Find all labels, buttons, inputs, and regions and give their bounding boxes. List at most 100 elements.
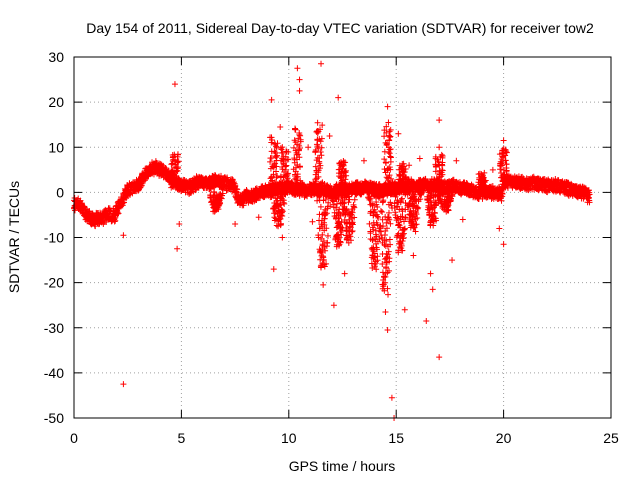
- data-point: [386, 236, 393, 243]
- data-point: [351, 196, 358, 203]
- data-point: [268, 148, 275, 155]
- data-point: [279, 234, 286, 241]
- data-point: [387, 186, 394, 193]
- data-point: [370, 248, 377, 255]
- data-point: [365, 194, 372, 201]
- data-point: [314, 143, 321, 150]
- data-point: [400, 226, 407, 233]
- x-tick-label: 15: [388, 430, 404, 446]
- data-point: [318, 144, 325, 151]
- data-point: [381, 241, 388, 248]
- data-point: [400, 235, 407, 242]
- data-point: [281, 200, 288, 207]
- data-point: [279, 183, 286, 190]
- data-point: [399, 208, 406, 215]
- data-point: [277, 145, 284, 152]
- data-point: [315, 183, 322, 190]
- data-point: [314, 184, 321, 191]
- data-point: [382, 273, 389, 280]
- data-point: [323, 243, 330, 250]
- data-point: [384, 254, 391, 261]
- data-point: [435, 186, 442, 193]
- data-point: [383, 188, 390, 195]
- chart-title: Day 154 of 2011, Sidereal Day-to-day VTE…: [86, 20, 594, 36]
- data-point: [314, 119, 321, 126]
- data-point: [402, 214, 409, 221]
- data-point: [367, 208, 374, 215]
- data-point: [234, 186, 241, 193]
- data-point: [319, 217, 326, 224]
- data-points: [71, 60, 593, 421]
- data-point: [366, 196, 373, 203]
- data-point: [384, 327, 391, 334]
- data-point: [278, 195, 285, 202]
- data-point: [275, 223, 282, 230]
- data-point: [380, 223, 387, 230]
- data-point: [321, 190, 328, 197]
- data-point: [459, 216, 466, 223]
- data-point: [381, 156, 388, 163]
- data-point: [279, 149, 286, 156]
- data-point: [392, 193, 399, 200]
- data-point: [273, 222, 280, 229]
- data-point: [385, 201, 392, 208]
- x-tick-label: 0: [70, 430, 78, 446]
- data-point: [379, 189, 386, 196]
- data-point: [255, 214, 262, 221]
- y-tick-label: -10: [44, 230, 64, 246]
- data-point: [352, 191, 359, 198]
- data-point: [397, 198, 404, 205]
- data-point: [279, 144, 286, 151]
- data-point: [386, 164, 393, 171]
- data-point: [338, 179, 345, 186]
- data-point: [380, 277, 387, 284]
- data-point: [421, 177, 428, 184]
- data-point: [138, 182, 145, 189]
- data-point: [372, 260, 379, 267]
- data-point: [270, 171, 277, 178]
- data-point: [370, 226, 377, 233]
- data-point: [342, 167, 349, 174]
- data-point: [291, 155, 298, 162]
- data-point: [392, 209, 399, 216]
- data-point: [316, 189, 323, 196]
- data-point: [499, 191, 506, 198]
- data-point: [500, 241, 507, 248]
- data-point: [586, 199, 593, 206]
- data-point: [335, 94, 342, 101]
- data-point: [292, 164, 299, 171]
- y-axis-label: SDTVAR / TECUs: [6, 181, 22, 293]
- data-point: [412, 221, 419, 228]
- data-point: [384, 103, 391, 110]
- data-point: [396, 240, 403, 247]
- y-tick-label: 20: [48, 94, 64, 110]
- data-point: [427, 219, 434, 226]
- data-point: [383, 141, 390, 148]
- data-point: [384, 259, 391, 266]
- data-point: [317, 249, 324, 256]
- data-point: [168, 168, 175, 175]
- y-tick-label: -20: [44, 275, 64, 291]
- data-point: [427, 270, 434, 277]
- data-point: [381, 273, 388, 280]
- data-point: [475, 171, 482, 178]
- data-point: [377, 208, 384, 215]
- data-point: [175, 176, 182, 183]
- data-point: [489, 166, 496, 173]
- data-point: [401, 306, 408, 313]
- data-point: [401, 218, 408, 225]
- data-point: [272, 160, 279, 167]
- data-point: [294, 65, 301, 72]
- data-point: [371, 188, 378, 195]
- data-point: [316, 126, 323, 133]
- data-point: [446, 195, 453, 202]
- data-point: [325, 186, 332, 193]
- data-point: [346, 223, 353, 230]
- data-point: [338, 192, 345, 199]
- data-point: [496, 225, 503, 232]
- data-point: [424, 197, 431, 204]
- data-point: [385, 174, 392, 181]
- data-point: [502, 157, 509, 164]
- data-point: [169, 160, 176, 167]
